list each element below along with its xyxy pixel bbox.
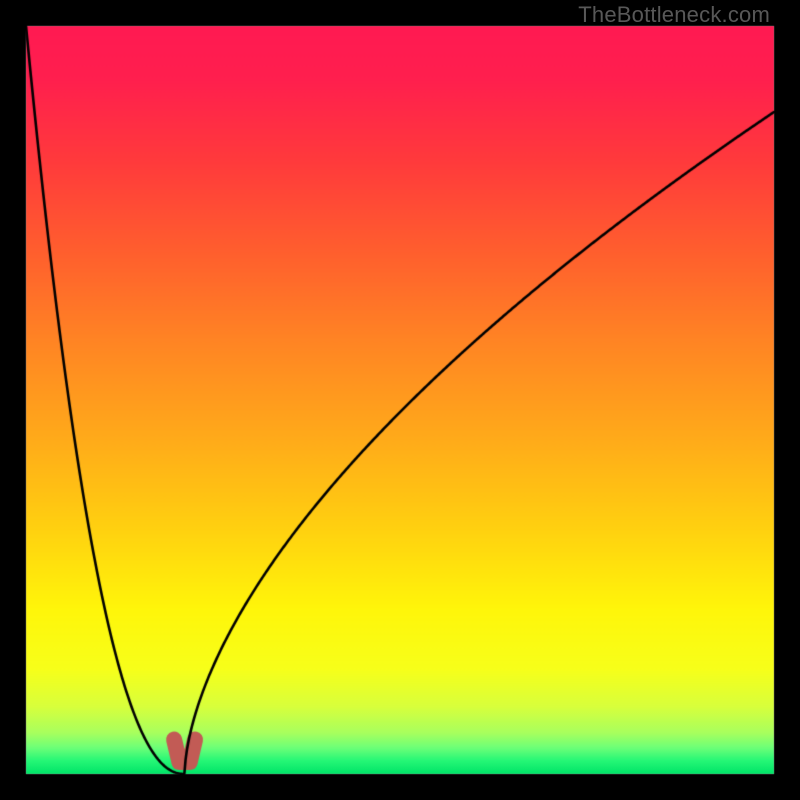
- watermark-text: TheBottleneck.com: [578, 2, 770, 28]
- bottleneck-curve: [0, 0, 800, 800]
- chart-stage: TheBottleneck.com: [0, 0, 800, 800]
